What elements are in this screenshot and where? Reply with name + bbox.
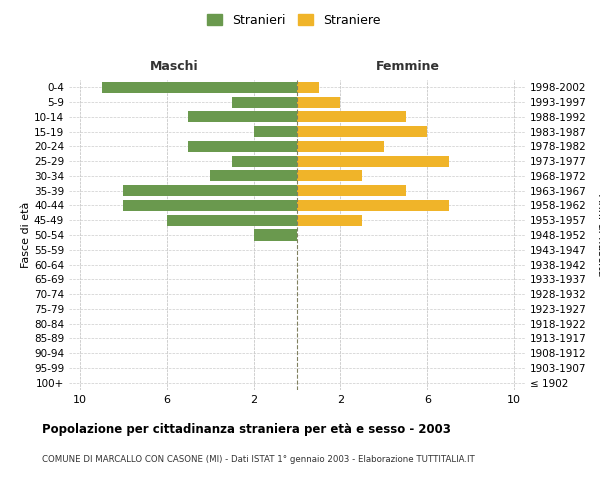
Text: Popolazione per cittadinanza straniera per età e sesso - 2003: Popolazione per cittadinanza straniera p… [42, 422, 451, 436]
Bar [254, 126, 297, 137]
Bar [297, 112, 406, 122]
Bar [297, 185, 406, 196]
Bar [297, 96, 340, 108]
Bar [232, 156, 297, 166]
Y-axis label: Anni di nascita: Anni di nascita [596, 194, 600, 276]
Bar [167, 214, 297, 226]
Y-axis label: Fasce di età: Fasce di età [21, 202, 31, 268]
Text: Femmine: Femmine [376, 60, 440, 72]
Bar [254, 230, 297, 240]
Bar [297, 141, 384, 152]
Bar [188, 141, 297, 152]
Text: COMUNE DI MARCALLO CON CASONE (MI) - Dati ISTAT 1° gennaio 2003 - Elaborazione T: COMUNE DI MARCALLO CON CASONE (MI) - Dat… [42, 455, 475, 464]
Legend: Stranieri, Straniere: Stranieri, Straniere [202, 8, 386, 32]
Bar [297, 156, 449, 166]
Bar [297, 200, 449, 211]
Bar [123, 185, 297, 196]
Text: Maschi: Maschi [149, 60, 199, 72]
Bar [297, 170, 362, 181]
Bar [101, 82, 297, 93]
Bar [210, 170, 297, 181]
Bar [297, 126, 427, 137]
Bar [232, 96, 297, 108]
Bar [123, 200, 297, 211]
Bar [188, 112, 297, 122]
Bar [297, 214, 362, 226]
Bar [297, 82, 319, 93]
